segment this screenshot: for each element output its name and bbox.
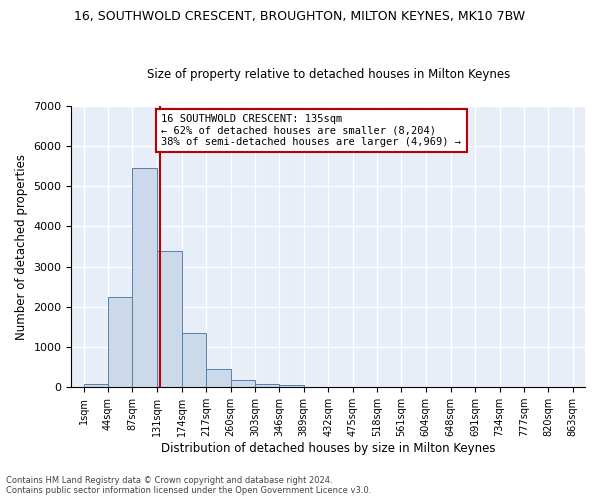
Text: Contains HM Land Registry data © Crown copyright and database right 2024.
Contai: Contains HM Land Registry data © Crown c… (6, 476, 371, 495)
Bar (255, 384, 280, 387)
Bar (133, 168, 157, 387)
Text: 16 SOUTHWOLD CRESCENT: 135sqm
← 62% of detached houses are smaller (8,204)
38% o: 16 SOUTHWOLD CRESCENT: 135sqm ← 62% of d… (161, 114, 461, 147)
Bar (230, 380, 255, 387)
Bar (108, 297, 133, 387)
Bar (157, 250, 182, 387)
Bar (206, 369, 230, 387)
Text: 16, SOUTHWOLD CRESCENT, BROUGHTON, MILTON KEYNES, MK10 7BW: 16, SOUTHWOLD CRESCENT, BROUGHTON, MILTO… (74, 10, 526, 23)
Bar (280, 385, 304, 387)
X-axis label: Distribution of detached houses by size in Milton Keynes: Distribution of detached houses by size … (161, 442, 496, 455)
Y-axis label: Number of detached properties: Number of detached properties (15, 154, 28, 340)
Bar (182, 333, 206, 387)
Bar (83, 384, 108, 387)
Title: Size of property relative to detached houses in Milton Keynes: Size of property relative to detached ho… (146, 68, 510, 81)
